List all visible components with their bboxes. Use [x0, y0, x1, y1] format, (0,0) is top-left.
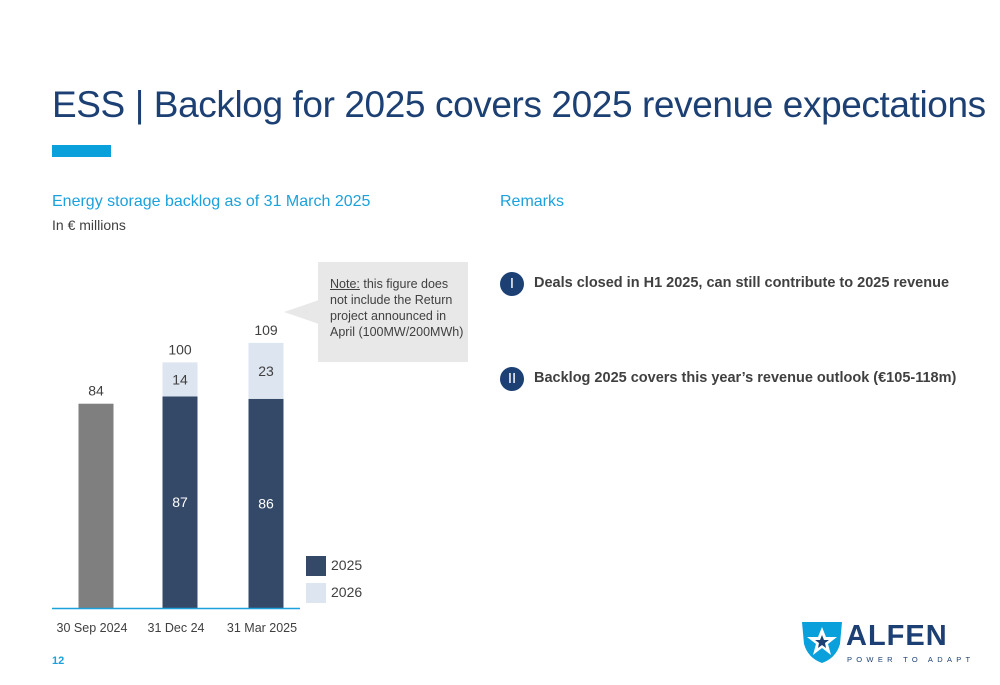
total-label-1: 84	[88, 383, 104, 399]
note-body: this figure does not include the Return …	[330, 277, 464, 339]
bar-2026-3	[248, 342, 284, 399]
data-label-2025-3: 86	[258, 495, 274, 511]
title-accent-bar	[52, 145, 111, 157]
page-number: 12	[52, 655, 65, 667]
category-label-2: 31 Dec 24	[148, 621, 205, 635]
chart-unit-label: In € millions	[52, 217, 126, 233]
data-label-2026-3: 23	[258, 363, 274, 379]
note-text: Note: this figure does not include the R…	[330, 276, 465, 340]
data-label-2026-2: 14	[172, 371, 188, 387]
backlog-bar-chart: 84 30 Sep 2024 87 14 100 31 Dec 24 86 23 109 31 M…	[52, 322, 300, 635]
note-callout	[318, 262, 468, 362]
legend-label-2025: 2025	[331, 557, 363, 573]
remarks-heading: Remarks	[500, 193, 565, 210]
remark-badge-1: I	[500, 272, 524, 296]
legend-item-2025: 2025	[306, 556, 386, 576]
remark-text-2: Backlog 2025 covers this year’s revenue …	[534, 370, 957, 386]
legend-label-2026: 2026	[331, 584, 363, 600]
data-label-2025-2: 87	[172, 494, 188, 510]
bar-2025-3	[248, 398, 284, 608]
chart-heading: Energy storage backlog as of 31 March 20…	[52, 193, 371, 210]
legend-swatch-2025	[306, 556, 326, 576]
total-label-3: 109	[254, 322, 278, 338]
bar-2026-2	[162, 362, 198, 397]
alfen-logo: ALFEN POWER TO ADAPT	[800, 618, 970, 670]
category-label-1: 30 Sep 2024	[57, 621, 128, 635]
page-title: ESS | Backlog for 2025 covers 2025 reven…	[52, 84, 986, 125]
legend-swatch-2026	[306, 583, 326, 603]
note-label: Note:	[330, 277, 360, 291]
category-label-3: 31 Mar 2025	[227, 621, 297, 635]
remark-item-2: II Backlog 2025 covers this year’s reven…	[500, 367, 956, 393]
logo-tagline: POWER TO ADAPT	[847, 655, 975, 664]
remark-badge-2: II	[500, 367, 524, 391]
note-pointer	[284, 300, 319, 324]
bar-total-1	[78, 403, 114, 608]
bar-2025-2	[162, 396, 198, 608]
total-label-2: 100	[168, 341, 192, 357]
legend-item-2026: 2026	[306, 583, 386, 603]
logo-wordmark: ALFEN	[846, 620, 948, 652]
alfen-star-shield-icon	[802, 622, 842, 663]
remark-item-1: I Deals closed in H1 2025, can still con…	[500, 272, 949, 298]
remark-text-1: Deals closed in H1 2025, can still contr…	[534, 275, 950, 291]
